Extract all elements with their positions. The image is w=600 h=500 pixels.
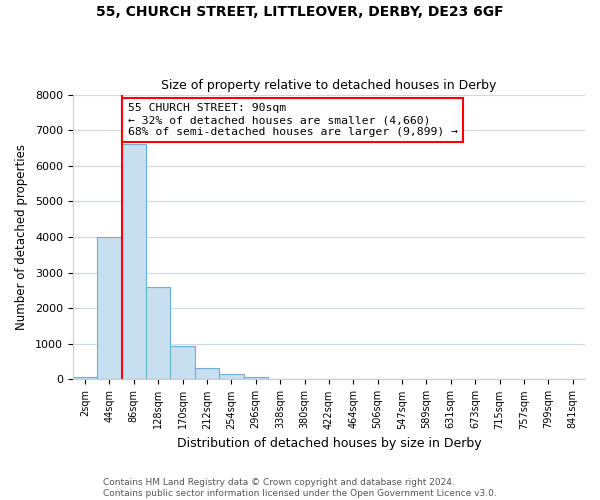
Bar bbox=[170, 346, 195, 380]
Bar bbox=[122, 144, 146, 380]
Text: Contains HM Land Registry data © Crown copyright and database right 2024.
Contai: Contains HM Land Registry data © Crown c… bbox=[103, 478, 497, 498]
Text: 55 CHURCH STREET: 90sqm
← 32% of detached houses are smaller (4,660)
68% of semi: 55 CHURCH STREET: 90sqm ← 32% of detache… bbox=[128, 104, 458, 136]
Bar bbox=[73, 377, 97, 380]
Y-axis label: Number of detached properties: Number of detached properties bbox=[15, 144, 28, 330]
Title: Size of property relative to detached houses in Derby: Size of property relative to detached ho… bbox=[161, 79, 497, 92]
X-axis label: Distribution of detached houses by size in Derby: Distribution of detached houses by size … bbox=[176, 437, 481, 450]
Bar bbox=[219, 374, 244, 380]
Bar bbox=[244, 377, 268, 380]
Bar bbox=[97, 237, 122, 380]
Bar bbox=[146, 287, 170, 380]
Bar bbox=[195, 368, 219, 380]
Text: 55, CHURCH STREET, LITTLEOVER, DERBY, DE23 6GF: 55, CHURCH STREET, LITTLEOVER, DERBY, DE… bbox=[96, 5, 504, 19]
